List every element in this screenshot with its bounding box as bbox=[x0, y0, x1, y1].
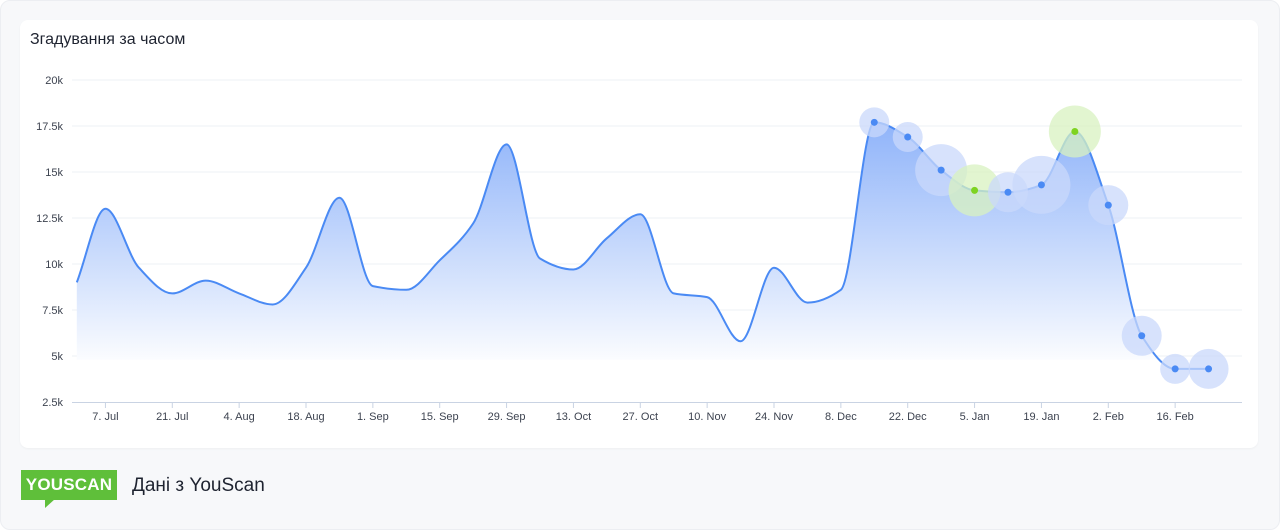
data-point bbox=[1004, 188, 1012, 196]
y-tick-label: 5k bbox=[51, 351, 63, 363]
youscan-logo: YOUSCAN bbox=[21, 470, 117, 508]
point-markers bbox=[870, 118, 1213, 373]
x-tick-label: 4. Aug bbox=[224, 411, 255, 423]
x-tick-label: 5. Jan bbox=[960, 411, 990, 423]
x-tick-label: 16. Feb bbox=[1156, 411, 1193, 423]
x-tick-label: 22. Dec bbox=[889, 411, 927, 423]
data-source-label: Дані з YouScan bbox=[132, 475, 265, 496]
x-tick-label: 2. Feb bbox=[1093, 411, 1124, 423]
data-point bbox=[870, 118, 878, 126]
data-point bbox=[1037, 181, 1045, 189]
x-tick-label: 8. Dec bbox=[825, 411, 857, 423]
data-point bbox=[904, 133, 912, 141]
x-axis: 7. Jul 21. Jul 4. Aug 18. Aug 1. Sep 15. Sep 2… bbox=[72, 402, 1242, 423]
x-tick-label: 29. Sep bbox=[488, 411, 526, 423]
data-point bbox=[1138, 332, 1146, 340]
x-tick-label: 21. Jul bbox=[156, 411, 188, 423]
y-tick-label: 15k bbox=[45, 167, 63, 179]
y-axis: 2.5k 5k 7.5k 10k 12.5k 15k 17.5k 20k bbox=[36, 75, 63, 409]
y-tick-label: 20k bbox=[45, 75, 63, 87]
logo-speech-tail bbox=[45, 499, 55, 508]
y-tick-label: 10k bbox=[45, 259, 63, 271]
y-tick-label: 2.5k bbox=[42, 397, 63, 409]
data-point bbox=[1205, 365, 1213, 373]
x-tick-label: 19. Jan bbox=[1023, 411, 1059, 423]
data-point bbox=[1104, 201, 1112, 209]
data-point bbox=[937, 166, 945, 174]
chart-title: Згадування за часом bbox=[30, 31, 186, 48]
y-tick-label: 12.5k bbox=[36, 213, 63, 225]
y-tick-label: 17.5k bbox=[36, 121, 63, 133]
x-tick-label: 13. Oct bbox=[556, 411, 591, 423]
x-tick-label: 1. Sep bbox=[357, 411, 389, 423]
x-tick-label: 18. Aug bbox=[287, 411, 324, 423]
x-tick-label: 24. Nov bbox=[755, 411, 793, 423]
logo-text: YOUSCAN bbox=[21, 470, 117, 500]
x-tick-label: 7. Jul bbox=[92, 411, 118, 423]
x-tick-label: 10. Nov bbox=[688, 411, 726, 423]
data-point bbox=[1071, 128, 1079, 136]
x-tick-label: 15. Sep bbox=[421, 411, 459, 423]
data-point bbox=[971, 186, 979, 194]
x-tick-label: 27. Oct bbox=[623, 411, 658, 423]
y-tick-label: 7.5k bbox=[42, 305, 63, 317]
data-point bbox=[1171, 365, 1179, 373]
